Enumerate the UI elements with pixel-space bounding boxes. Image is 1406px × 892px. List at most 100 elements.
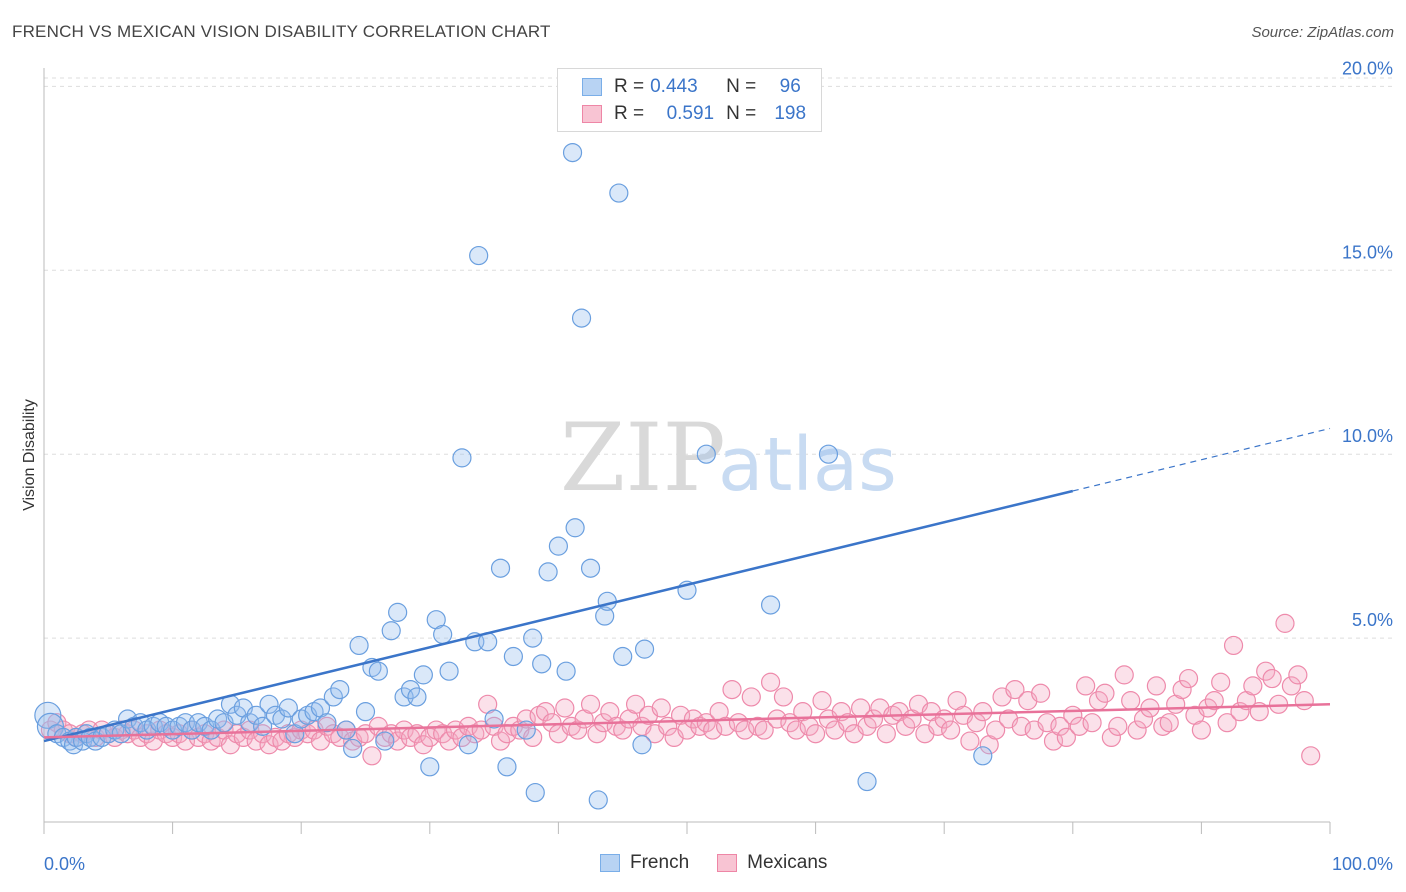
mexicans-point-45 <box>330 727 350 748</box>
mexicans-point-181 <box>1204 691 1224 711</box>
mexicans-point-95 <box>651 698 671 718</box>
french-point-37 <box>259 694 279 714</box>
grid-lines <box>44 77 1395 639</box>
french-n-value: 96 <box>779 76 801 97</box>
french-point-74 <box>503 646 523 667</box>
mexicans-point-187 <box>1243 676 1263 696</box>
french-point-56 <box>381 621 401 641</box>
mexicans-point-147 <box>986 720 1006 740</box>
french-point-81 <box>556 661 576 681</box>
axes <box>43 68 1331 834</box>
mexicans-point-173 <box>1153 716 1173 736</box>
mexicans-point-174 <box>1159 713 1179 733</box>
mexicans-point-161 <box>1076 676 1096 696</box>
mexicans-point-12 <box>117 724 138 744</box>
y-tick-label-2: 15.0% <box>1342 242 1393 262</box>
mexicans-point-145 <box>973 702 993 722</box>
french-trend-line <box>43 489 1074 743</box>
watermark-atlas: atlas <box>718 422 897 508</box>
french-point-83 <box>565 518 585 538</box>
mexicans-point-151 <box>1011 716 1031 736</box>
mexicans-point-114 <box>773 687 794 707</box>
french-point-97 <box>857 771 877 792</box>
mexicans-n-label: N = <box>726 103 757 124</box>
french-legend-label: French <box>630 852 690 873</box>
french-point-76 <box>523 628 543 648</box>
mexicans-point-100 <box>683 709 704 729</box>
french-point-64 <box>433 624 453 645</box>
mexicans-point-120 <box>812 691 832 711</box>
mexicans-point-165 <box>1101 727 1121 748</box>
french-point-71 <box>484 709 504 729</box>
french-point-44 <box>304 702 324 722</box>
french-point-55 <box>375 731 395 751</box>
french-point-89 <box>609 183 629 203</box>
mexicans-point-143 <box>960 731 980 751</box>
french-legend-swatch <box>600 854 620 872</box>
mexicans-point-164 <box>1095 683 1115 703</box>
french-point-92 <box>634 639 655 659</box>
french-point-54 <box>368 661 388 681</box>
mexicans-point-78 <box>542 713 562 733</box>
french-point-35 <box>246 705 266 725</box>
mexicans-point-128 <box>863 709 884 729</box>
french-point-80 <box>548 536 569 556</box>
french-point-67 <box>458 735 478 755</box>
y-axis-label: Vision Disability <box>21 399 38 511</box>
mexicans-point-109 <box>741 687 761 707</box>
french-point-95 <box>760 595 781 615</box>
french-point-61 <box>413 665 433 685</box>
stats-legend: R = 0.443 N = 96 R = 0.591 N = 198 <box>557 68 822 132</box>
mexicans-point-57 <box>407 724 427 744</box>
french-point-69 <box>469 245 489 266</box>
french-point-96 <box>818 444 839 464</box>
french-point-65 <box>439 661 459 681</box>
mexicans-point-14 <box>130 727 151 748</box>
mexicans-point-33 <box>253 724 273 744</box>
mexicans-point-150 <box>1005 679 1025 700</box>
mexicans-point-133 <box>896 716 916 736</box>
tick-labels: 5.0% 10.0% 15.0% 20.0% 0.0% 100.0% <box>44 58 1393 874</box>
series-legend: French Mexicans <box>600 852 855 874</box>
mexicans-point-167 <box>1114 665 1134 685</box>
mexicans-point-182 <box>1211 672 1231 692</box>
french-n-label: N = <box>726 76 757 97</box>
mexicans-point-160 <box>1069 716 1089 736</box>
mexicans-point-66 <box>465 724 485 744</box>
mexicans-point-157 <box>1050 716 1070 736</box>
mexicans-point-138 <box>928 716 948 736</box>
mexicans-point-77 <box>535 702 556 722</box>
y-tick-label-1: 10.0% <box>1342 426 1393 446</box>
french-point-88 <box>597 591 617 611</box>
mexicans-point-190 <box>1262 668 1282 689</box>
mexicans-point-166 <box>1108 716 1128 736</box>
mexicans-point-62 <box>439 731 459 751</box>
mexicans-point-130 <box>876 724 896 744</box>
mexicans-point-102 <box>696 713 716 733</box>
mexicans-point-169 <box>1127 720 1147 740</box>
mexicans-point-75 <box>523 727 543 748</box>
legend-row-french: R = 0.443 N = 96 <box>582 75 810 99</box>
mexicans-point-193 <box>1281 676 1302 696</box>
mexicans-n-value: 198 <box>774 103 807 124</box>
french-point-86 <box>588 790 608 810</box>
mexicans-point-184 <box>1223 635 1244 656</box>
x-tick-label-1: 100.0% <box>1332 854 1393 874</box>
mexicans-r-label: R = <box>614 103 645 124</box>
mexicans-point-106 <box>722 679 742 700</box>
french-point-84 <box>571 308 592 328</box>
legend-item-mexicans[interactable]: Mexicans <box>717 852 827 874</box>
mexicans-point-154 <box>1031 683 1051 703</box>
legend-item-french[interactable]: French <box>600 852 689 874</box>
mexicans-point-172 <box>1146 676 1166 696</box>
mexicans-point-105 <box>715 716 736 736</box>
french-point-72 <box>490 558 511 578</box>
french-point-60 <box>407 687 427 707</box>
mexicans-r-value: 0.591 <box>666 103 715 124</box>
french-point-73 <box>497 757 517 777</box>
mexicans-swatch <box>582 105 602 123</box>
mexicans-point-158 <box>1056 727 1076 748</box>
mexicans-point-34 <box>259 735 279 755</box>
french-point-46 <box>317 713 337 733</box>
french-point-82 <box>562 142 583 163</box>
